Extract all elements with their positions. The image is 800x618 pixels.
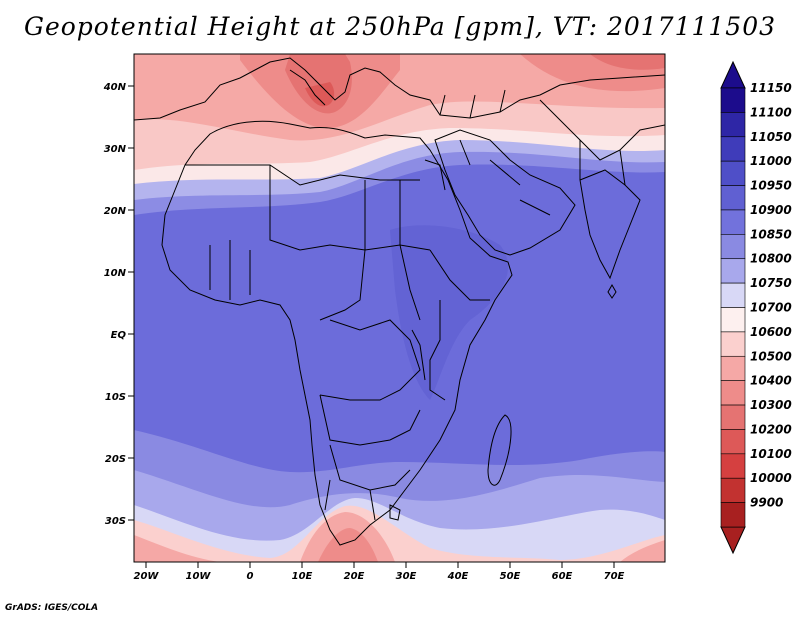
colorbar-box <box>720 282 746 308</box>
colorbar-label: 10400 <box>750 374 792 388</box>
lon-label-20e: 20E <box>344 571 365 582</box>
colorbar-box <box>720 453 746 479</box>
lat-axis: 40N 30N 20N 10N EQ 10S 20S 30S <box>103 82 134 527</box>
colorbar-label: 10700 <box>750 301 792 315</box>
colorbar-box <box>720 429 746 455</box>
colorbar-label: 11100 <box>750 105 792 119</box>
colorbar-bottom-arrow <box>720 526 746 555</box>
colorbar-box <box>720 136 746 162</box>
lon-label-0: 0 <box>247 571 254 582</box>
colorbar-label: 10950 <box>750 179 792 193</box>
colorbar-box <box>720 502 746 528</box>
colorbar-box <box>720 307 746 333</box>
colorbar-box <box>720 87 746 113</box>
colorbar-label: 11050 <box>750 130 792 144</box>
lat-label-20s: 20S <box>105 454 126 465</box>
lon-label-10w: 10W <box>186 571 212 582</box>
colorbar-label: 10850 <box>750 227 792 241</box>
colorbar-label: 9900 <box>750 496 783 510</box>
colorbar-top-arrow <box>720 60 746 89</box>
colorbar-box <box>720 258 746 284</box>
colorbar-label: 10750 <box>750 276 792 290</box>
lat-label-30n: 30N <box>104 144 127 155</box>
colorbar-label: 10500 <box>750 349 792 363</box>
colorbar-box <box>720 185 746 211</box>
lon-label-70e: 70E <box>604 571 625 582</box>
lat-label-30s: 30S <box>105 516 126 527</box>
colorbar-box <box>720 160 746 186</box>
colorbar: 11150 11100 11050 11000 10950 10900 10850 10800… <box>720 60 792 555</box>
colorbar-box <box>720 477 746 503</box>
colorbar-label: 11000 <box>750 154 792 168</box>
lat-label-10n: 10N <box>104 268 127 279</box>
lat-label-20n: 20N <box>104 206 127 217</box>
lon-label-20w: 20W <box>134 571 160 582</box>
lon-label-30e: 30E <box>396 571 417 582</box>
colorbar-box <box>720 234 746 260</box>
lon-label-60e: 60E <box>552 571 573 582</box>
colorbar-box <box>720 380 746 406</box>
colorbar-label: 10000 <box>750 471 792 485</box>
height-field <box>134 54 665 562</box>
lon-axis: 20W 10W 0 10E 20E 30E 40E 50E 60E 70E <box>134 562 625 582</box>
colorbar-box <box>720 404 746 430</box>
colorbar-box <box>720 112 746 138</box>
colorbar-box <box>720 209 746 235</box>
colorbar-label: 10800 <box>750 252 792 266</box>
colorbar-label: 10900 <box>750 203 792 217</box>
colorbar-label: 10100 <box>750 447 792 461</box>
colorbar-box <box>720 355 746 381</box>
colorbar-label: 10300 <box>750 398 792 412</box>
colorbar-label: 10200 <box>750 422 792 436</box>
lat-label-40n: 40N <box>103 82 127 93</box>
colorbar-label: 11150 <box>750 81 792 95</box>
lon-label-40e: 40E <box>447 571 469 582</box>
colorbar-label: 10600 <box>750 325 792 339</box>
grads-credit: GrADS: IGES/COLA <box>5 603 99 613</box>
lon-label-10e: 10E <box>292 571 313 582</box>
colorbar-box <box>720 331 746 357</box>
chart-title: Geopotential Height at 250hPa [gpm], VT:… <box>23 12 777 41</box>
plot-frame <box>133 53 666 563</box>
lat-label-10s: 10S <box>105 392 126 403</box>
lat-label-eq: EQ <box>111 330 127 341</box>
lon-label-50e: 50E <box>500 571 521 582</box>
coastlines <box>134 57 665 546</box>
